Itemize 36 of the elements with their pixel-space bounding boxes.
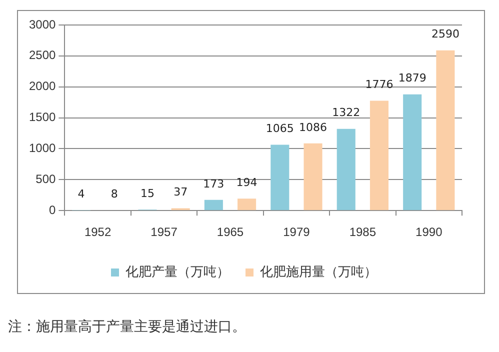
x-tick-label: 1957 xyxy=(150,225,178,240)
data-label: 8 xyxy=(110,187,118,200)
y-tick-label: 1500 xyxy=(28,110,56,124)
y-tick-label: 2000 xyxy=(28,79,56,94)
y-tick-label: 500 xyxy=(36,172,56,186)
data-label: 4 xyxy=(78,188,85,201)
bar xyxy=(204,200,223,210)
y-tick-label: 2500 xyxy=(28,48,56,62)
data-label: 2590 xyxy=(431,28,460,41)
data-label: 194 xyxy=(236,176,258,189)
data-label: 1322 xyxy=(332,106,360,120)
data-label: 1065 xyxy=(266,122,294,136)
x-tick-label: 1985 xyxy=(349,225,376,240)
y-tick-label: 0 xyxy=(49,202,56,217)
x-tick-label: 1965 xyxy=(216,225,244,240)
bar xyxy=(238,198,256,210)
data-label: 1776 xyxy=(365,78,394,92)
data-label: 173 xyxy=(203,177,224,190)
bar xyxy=(403,94,422,210)
bar xyxy=(370,100,388,210)
x-tick-label: 1979 xyxy=(283,225,310,240)
data-label: 1879 xyxy=(398,72,426,85)
bar xyxy=(270,144,290,210)
legend-label: 化肥施用量（万吨） xyxy=(260,264,377,280)
x-tick-label: 1990 xyxy=(416,225,443,240)
text: 注：施用量高于产量主要是通过进口。 xyxy=(8,318,246,336)
data-label: 1086 xyxy=(299,120,328,134)
data-label: 37 xyxy=(174,186,188,199)
x-tick-label: 1952 xyxy=(84,225,112,240)
y-tick-label: 1000 xyxy=(28,141,56,156)
legend-label: 化肥产量（万吨） xyxy=(126,264,230,280)
bar xyxy=(304,143,322,210)
bar xyxy=(336,128,356,210)
y-tick-label: 3000 xyxy=(28,17,56,32)
bar xyxy=(436,50,455,210)
data-label: 15 xyxy=(140,187,154,200)
